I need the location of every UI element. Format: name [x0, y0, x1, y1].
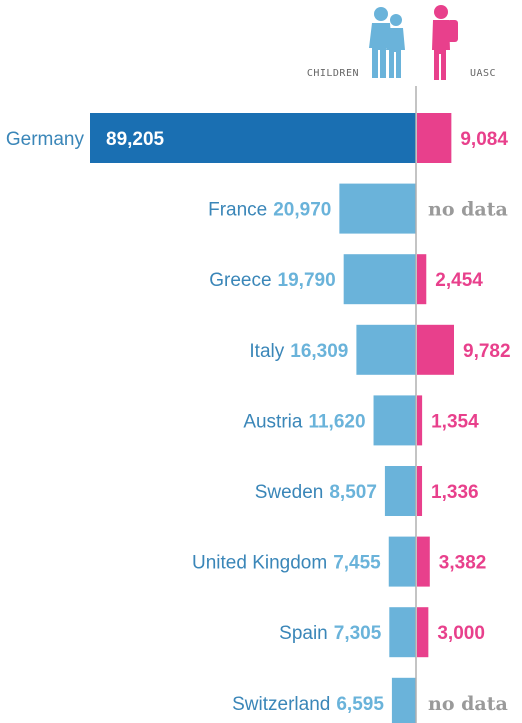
country-label: Sweden	[255, 482, 324, 503]
uasc-bar-austria	[417, 395, 423, 446]
country-label: Greece	[209, 270, 271, 291]
children-silhouette-icon	[369, 7, 405, 78]
children-bar-italy	[356, 324, 416, 375]
legend-uasc-label: UASC	[470, 68, 496, 79]
children-value-label: 6,595	[336, 694, 384, 715]
legend-children-label: CHILDREN	[307, 68, 359, 79]
uasc-value-label: 9,782	[463, 341, 511, 362]
country-label: Spain	[279, 623, 328, 644]
country-label: Germany	[6, 129, 85, 150]
children-bar-sweden	[384, 466, 416, 516]
country-label: United Kingdom	[192, 553, 327, 574]
uasc-value-label: 3,000	[437, 623, 485, 644]
uasc-bar-germany	[417, 113, 452, 163]
children-bar-germany	[90, 113, 416, 163]
uasc-value-label: 9,084	[460, 129, 508, 150]
child-with-backpack-icon	[432, 5, 458, 80]
children-bar-switzerland	[391, 677, 416, 723]
children-value-label: 19,790	[278, 270, 336, 291]
children-bar-spain	[389, 607, 416, 658]
children-value-label: 89,205	[106, 129, 165, 150]
uasc-bar-united-kingdom	[417, 536, 430, 587]
children-value-label: 7,305	[334, 623, 382, 644]
children-bar-austria	[373, 395, 416, 446]
uasc-bar-greece	[417, 254, 427, 305]
children-bar-greece	[343, 254, 416, 305]
uasc-no-data-label: no data	[428, 693, 508, 715]
children-value-label: 11,620	[308, 411, 365, 432]
uasc-bar-spain	[417, 607, 429, 658]
country-label: Austria	[243, 411, 303, 432]
children-value-label: 20,970	[273, 200, 331, 221]
children-value-label: 16,309	[290, 341, 348, 362]
uasc-value-label: 1,336	[431, 482, 479, 503]
uasc-value-label: 1,354	[431, 411, 479, 432]
uasc-no-data-label: no data	[428, 199, 508, 221]
uasc-bar-italy	[417, 324, 454, 375]
uasc-bar-sweden	[417, 466, 423, 516]
country-label: Italy	[249, 341, 284, 362]
children-bar-united-kingdom	[388, 536, 416, 587]
country-label: France	[208, 200, 267, 221]
country-label: Switzerland	[232, 694, 330, 715]
uasc-value-label: 3,382	[439, 553, 487, 574]
children-bar-france	[339, 183, 416, 234]
uasc-value-label: 2,454	[435, 270, 483, 291]
children-value-label: 7,455	[333, 553, 381, 574]
children-value-label: 8,507	[329, 482, 377, 503]
